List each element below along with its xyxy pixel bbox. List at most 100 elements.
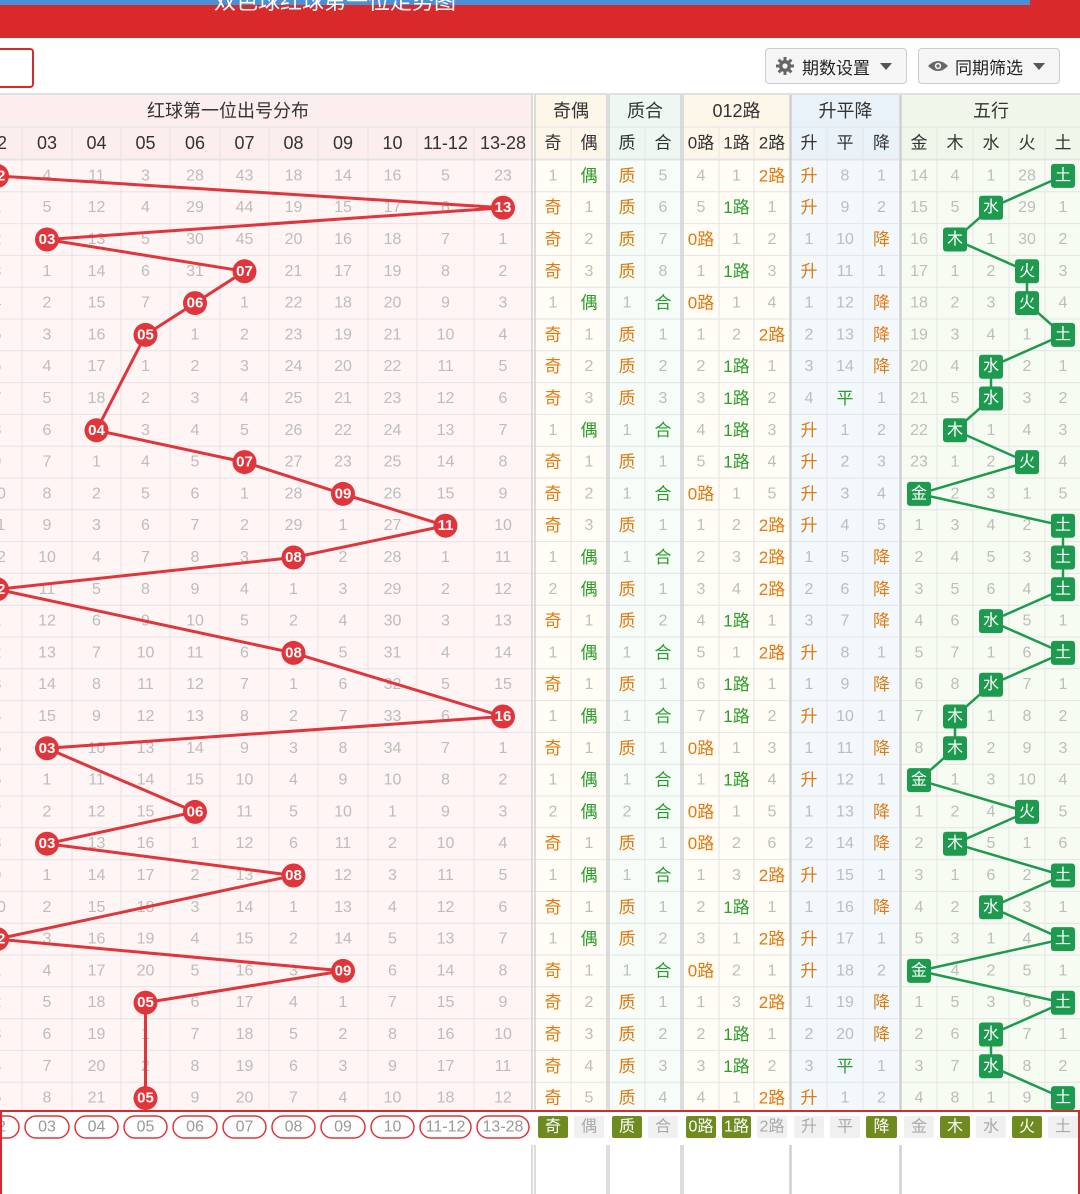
element-badge-text: 水 — [983, 898, 999, 916]
miss-count: 1 — [805, 899, 814, 916]
selector-label: 金 — [911, 1118, 927, 1136]
hit-road: 2路 — [759, 1089, 785, 1108]
miss-count: 3 — [585, 390, 594, 407]
selector-label: 木 — [947, 1118, 963, 1136]
selector-option-trend[interactable]: 升 — [794, 1116, 824, 1138]
selector-option-element[interactable]: 木 — [940, 1116, 970, 1138]
miss-count: 4 — [43, 358, 52, 375]
miss-count: 20 — [910, 358, 928, 375]
miss-count: 14 — [836, 835, 854, 852]
miss-count: 5 — [289, 803, 298, 820]
selector-option-trend[interactable]: 降 — [866, 1116, 897, 1138]
miss-count: 16 — [384, 167, 402, 184]
miss-count: 1 — [659, 899, 668, 916]
miss-count: 7 — [951, 1058, 960, 1075]
miss-count: 14 — [334, 167, 352, 184]
miss-count: 4 — [289, 994, 298, 1011]
miss-count: 1 — [659, 326, 668, 343]
miss-count: 4 — [339, 613, 348, 630]
miss-count: 1 — [659, 581, 668, 598]
miss-count: 7 — [659, 231, 668, 248]
back-button[interactable] — [0, 48, 34, 88]
red-ball-number: 02 — [0, 931, 5, 948]
selector-option-red[interactable]: 06 — [172, 1115, 218, 1139]
selector-option-red[interactable]: 11-12 — [419, 1115, 472, 1139]
miss-count: 1 — [623, 644, 632, 661]
selector-option-trend[interactable]: 平 — [830, 1116, 860, 1138]
selector-option-red[interactable]: 10 — [370, 1115, 415, 1139]
selector-option-prime[interactable]: 合 — [648, 1116, 678, 1138]
selector-option-red[interactable]: 07 — [222, 1115, 267, 1139]
miss-count: 5 — [915, 644, 924, 661]
miss-count: 23 — [334, 454, 352, 471]
miss-count: 10 — [0, 485, 6, 502]
miss-count: 2 — [697, 358, 706, 375]
miss-count: 2 — [915, 835, 924, 852]
miss-count: 4 — [841, 517, 850, 534]
miss-count: 1 — [768, 962, 777, 979]
selector-option-red[interactable]: 02 — [0, 1115, 20, 1139]
miss-count: 2 — [805, 581, 814, 598]
control-bar: 期数设置 同期筛选 — [0, 38, 1080, 94]
selector-option-element[interactable]: 土 — [1048, 1116, 1078, 1138]
miss-count: 31 — [186, 263, 204, 280]
miss-count: 2 — [1023, 517, 1032, 534]
miss-count: 16 — [88, 326, 106, 343]
selector-option-red[interactable]: 09 — [320, 1115, 366, 1139]
selector-option-road[interactable]: 0路 — [686, 1116, 716, 1138]
miss-count: 20 — [334, 358, 352, 375]
red-ball-number: 08 — [285, 549, 302, 566]
red-ball: 09 — [331, 958, 355, 983]
miss-count: 1 — [585, 835, 594, 852]
hit-prime: 质 — [619, 675, 636, 694]
red-ball: 05 — [133, 990, 158, 1015]
miss-count: 1 — [805, 994, 814, 1011]
miss-count: 6 — [987, 581, 996, 598]
selector-option-red[interactable]: 03 — [24, 1115, 70, 1139]
red-ball-number: 05 — [137, 1090, 154, 1107]
selector-option-prime[interactable]: 质 — [612, 1116, 642, 1138]
selector-option-red[interactable]: 04 — [74, 1115, 119, 1139]
miss-count: 6 — [499, 899, 508, 916]
period-settings-button[interactable]: 期数设置 — [765, 48, 907, 84]
selector-option-red[interactable]: 13-28 — [476, 1115, 530, 1139]
hit-prime: 合 — [655, 707, 672, 726]
selector-option-parity[interactable]: 偶 — [574, 1116, 604, 1138]
element-badge: 金 — [907, 481, 931, 506]
miss-count: 13 — [38, 644, 56, 661]
selector-option-road[interactable]: 2路 — [757, 1116, 787, 1138]
selector-option-element[interactable]: 金 — [904, 1116, 934, 1138]
selector-option-parity[interactable]: 奇 — [538, 1116, 568, 1138]
miss-count: 2 — [697, 1026, 706, 1043]
miss-count: 1 — [43, 263, 52, 280]
column-header: 0路 — [688, 134, 714, 153]
miss-count: 4 — [43, 962, 52, 979]
selector-option-element[interactable]: 水 — [976, 1116, 1006, 1138]
hit-trend: 降 — [873, 357, 890, 376]
miss-count: 12 — [836, 772, 854, 789]
miss-count: 3 — [987, 485, 996, 502]
miss-count: 3 — [585, 1026, 594, 1043]
element-badge: 木 — [943, 736, 967, 761]
hit-parity: 奇 — [545, 675, 562, 694]
miss-count: 8 — [191, 1058, 200, 1075]
miss-count: 2 — [289, 931, 298, 948]
miss-count: 1 — [697, 867, 706, 884]
miss-count: 1 — [92, 454, 101, 471]
selector-option-red[interactable]: 05 — [123, 1115, 168, 1139]
selector-option-element[interactable]: 火 — [1012, 1116, 1042, 1138]
selector-label: 10 — [384, 1119, 402, 1136]
miss-count: 7 — [441, 740, 450, 757]
hit-parity: 奇 — [545, 262, 562, 281]
selector-option-red[interactable]: 08 — [271, 1115, 316, 1139]
miss-count: 5 — [240, 613, 249, 630]
miss-count: 1 — [623, 549, 632, 566]
miss-count: 14 — [88, 867, 106, 884]
miss-count: 17 — [910, 263, 928, 280]
same-period-filter-button[interactable]: 同期筛选 — [918, 48, 1060, 84]
element-badge: 水 — [979, 895, 1003, 920]
selector-option-road[interactable]: 1路 — [722, 1116, 751, 1138]
element-badge: 木 — [943, 227, 967, 252]
hit-prime: 合 — [655, 421, 672, 440]
